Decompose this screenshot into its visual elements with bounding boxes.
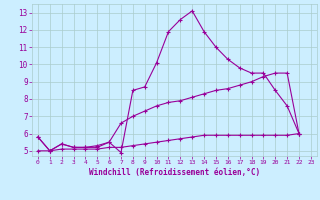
- X-axis label: Windchill (Refroidissement éolien,°C): Windchill (Refroidissement éolien,°C): [89, 168, 260, 177]
